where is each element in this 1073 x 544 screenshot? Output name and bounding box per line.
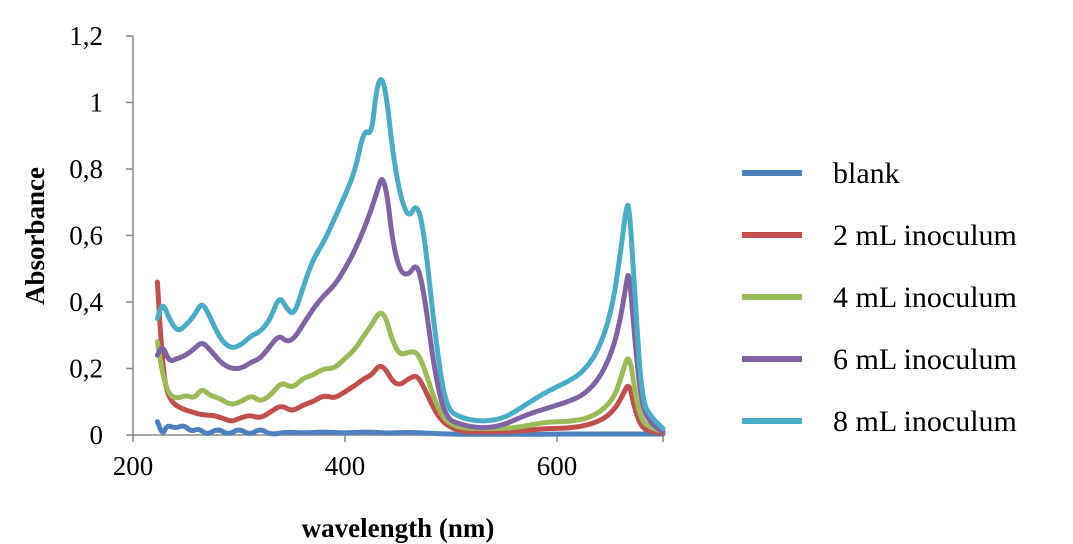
y-axis-title: Absorbance <box>20 167 50 305</box>
series-line-3 <box>154 310 666 435</box>
y-tick-label: 0 <box>90 420 104 450</box>
series-lines <box>154 77 666 437</box>
y-tick-label: 0,2 <box>69 354 103 384</box>
y-tick-label: 0,6 <box>69 221 103 251</box>
y-tick-label: 1,2 <box>69 21 103 51</box>
x-tick-label: 200 <box>113 451 154 481</box>
x-axis-ticks: 200 400 600 <box>113 435 664 481</box>
y-tick-label: 0,8 <box>69 154 103 184</box>
y-tick-label: 1 <box>90 88 104 118</box>
x-tick-label: 400 <box>325 451 366 481</box>
legend-label: 4 mL inoculum <box>833 281 1017 314</box>
series-line-1 <box>154 419 666 437</box>
legend-label: blank <box>833 157 900 190</box>
legend-label: 8 mL inoculum <box>833 405 1017 438</box>
x-axis-title: wavelength (nm) <box>302 513 495 543</box>
legend-label: 2 mL inoculum <box>833 219 1017 252</box>
y-axis-ticks: 0 0,2 0,4 0,6 0,8 1 1,2 <box>69 21 133 450</box>
x-tick-label: 600 <box>537 451 578 481</box>
plot-area: 0 0,2 0,4 0,6 0,8 1 1,2 200 400 600 <box>69 21 666 481</box>
series-line-2 <box>154 279 666 436</box>
y-tick-label: 0,4 <box>69 287 103 317</box>
legend: blank 2 mL inoculum 4 mL inoculum 6 mL inoc… <box>742 157 1017 438</box>
series-line-4 <box>154 177 666 435</box>
legend-label: 6 mL inoculum <box>833 343 1017 376</box>
series-line-5 <box>154 77 666 431</box>
